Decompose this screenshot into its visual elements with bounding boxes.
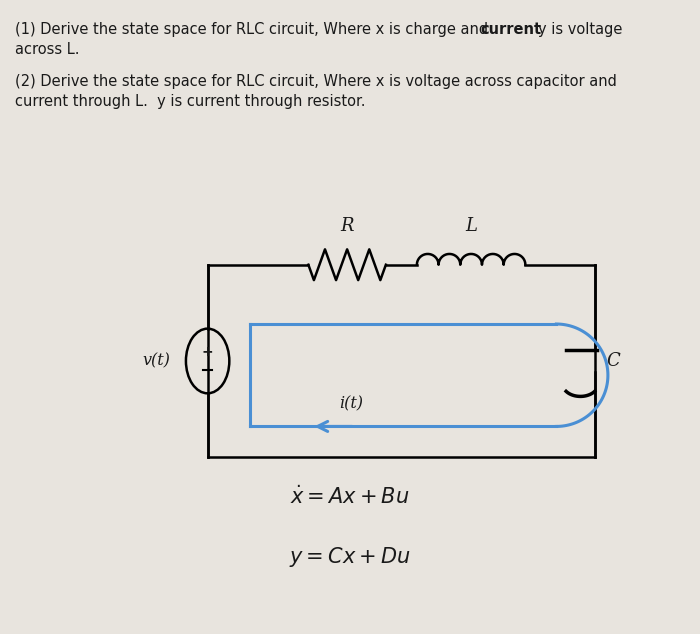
Text: i(t): i(t) [339,396,363,413]
Text: L: L [465,217,477,235]
Text: +: + [202,345,214,359]
Text: current: current [480,22,541,37]
Text: $\dot{x} = Ax + Bu$: $\dot{x} = Ax + Bu$ [290,485,410,508]
Text: (2) Derive the state space for RLC circuit, Where x is voltage across capacitor : (2) Derive the state space for RLC circu… [15,74,617,89]
Text: v(t): v(t) [143,353,170,370]
Text: across L.: across L. [15,42,80,58]
Text: .  y is voltage: . y is voltage [524,22,622,37]
Text: R: R [340,217,354,235]
Text: C: C [606,352,620,370]
Text: $y = Cx + Du$: $y = Cx + Du$ [289,545,411,569]
Text: current through L.  y is current through resistor.: current through L. y is current through … [15,94,366,110]
Text: (1) Derive the state space for RLC circuit, Where x is charge and: (1) Derive the state space for RLC circu… [15,22,493,37]
